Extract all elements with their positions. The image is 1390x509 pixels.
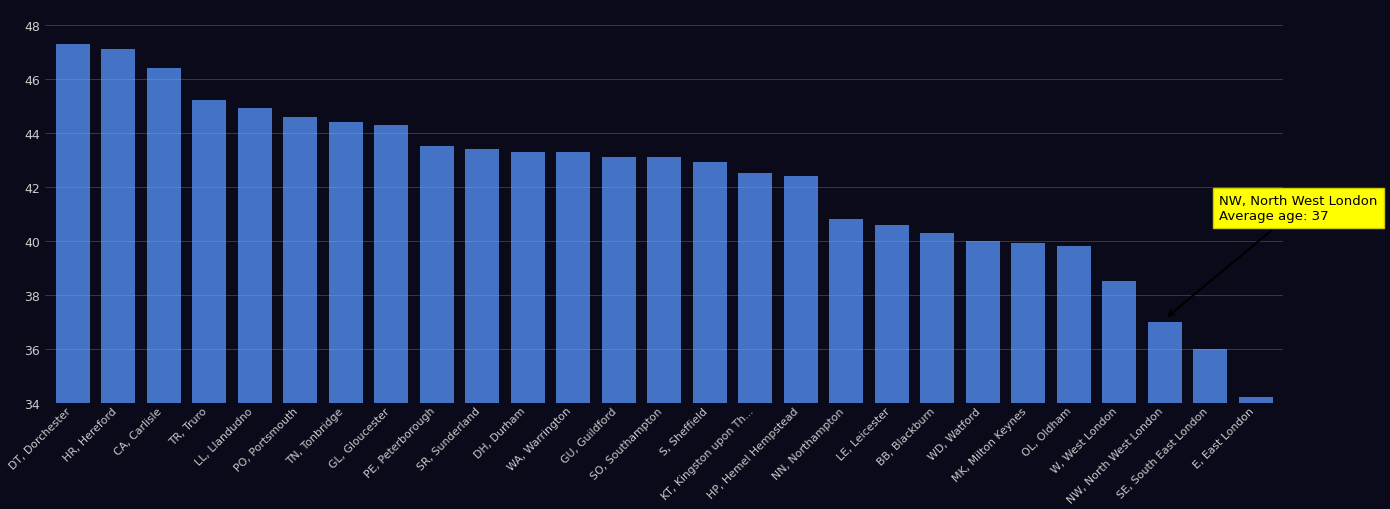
Bar xyxy=(648,158,681,403)
Bar xyxy=(1056,247,1091,403)
Bar xyxy=(328,123,363,403)
Bar xyxy=(920,233,954,403)
Bar xyxy=(1148,322,1182,403)
Bar xyxy=(101,50,135,403)
Bar xyxy=(510,152,545,403)
Bar xyxy=(284,117,317,403)
Text: NW, North West London
Average age: 37: NW, North West London Average age: 37 xyxy=(1169,195,1377,316)
Bar xyxy=(56,45,90,403)
Bar xyxy=(1102,281,1136,403)
Bar xyxy=(738,174,773,403)
Bar xyxy=(1238,398,1273,403)
Bar xyxy=(147,69,181,403)
Bar xyxy=(602,158,635,403)
Bar xyxy=(420,147,453,403)
Bar xyxy=(828,220,863,403)
Bar xyxy=(466,150,499,403)
Bar xyxy=(192,101,227,403)
Bar xyxy=(692,163,727,403)
Bar xyxy=(874,225,909,403)
Bar xyxy=(784,177,817,403)
Bar xyxy=(556,152,591,403)
Bar xyxy=(1011,244,1045,403)
Bar xyxy=(1193,349,1227,403)
Bar xyxy=(966,241,999,403)
Bar xyxy=(238,109,272,403)
Bar xyxy=(374,125,409,403)
